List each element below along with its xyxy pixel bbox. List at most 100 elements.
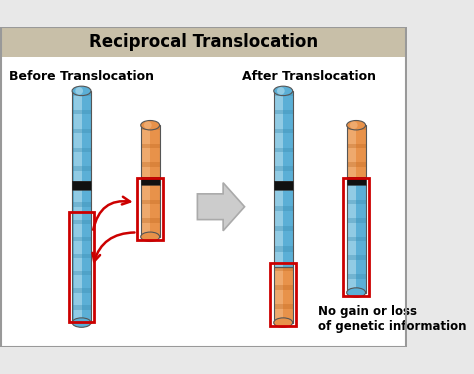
Bar (141, 125, 160, 181)
Bar (346, 237, 365, 242)
Bar (72, 220, 91, 224)
Bar (72, 181, 91, 190)
Bar (72, 185, 91, 190)
Bar (346, 200, 365, 204)
Bar (72, 91, 91, 185)
Bar (346, 177, 365, 185)
Ellipse shape (274, 318, 292, 327)
Bar (274, 181, 292, 190)
Bar (274, 91, 292, 96)
Bar (275, 267, 283, 323)
Bar (274, 267, 292, 323)
Bar (274, 267, 292, 323)
Text: After Translocation: After Translocation (242, 70, 376, 83)
Bar (72, 202, 91, 207)
Bar (275, 185, 283, 267)
Ellipse shape (274, 86, 292, 96)
Bar (274, 185, 292, 267)
Bar (72, 254, 91, 258)
Bar (72, 147, 91, 152)
Bar (141, 177, 160, 185)
Bar (346, 218, 365, 223)
Bar (72, 237, 91, 241)
Bar (346, 181, 365, 186)
Bar (274, 166, 292, 171)
FancyArrowPatch shape (92, 233, 135, 261)
Bar (141, 125, 160, 130)
Bar (274, 304, 292, 309)
Ellipse shape (75, 87, 83, 95)
Bar (274, 185, 292, 267)
Bar (72, 166, 91, 171)
Bar (274, 129, 292, 134)
Bar (346, 125, 365, 181)
Bar (141, 218, 160, 223)
Bar (141, 177, 160, 185)
Bar (346, 181, 365, 292)
Bar (274, 226, 292, 231)
Bar (72, 306, 91, 310)
Bar (270, 263, 296, 326)
Bar (346, 144, 365, 148)
Bar (343, 178, 369, 296)
Bar (69, 212, 94, 322)
Ellipse shape (144, 122, 152, 129)
Bar (72, 185, 91, 323)
Ellipse shape (346, 288, 365, 297)
Bar (274, 181, 292, 190)
Ellipse shape (350, 122, 358, 129)
Bar (2, 58, 405, 346)
Text: Before Translocation: Before Translocation (9, 70, 154, 83)
Bar (72, 129, 91, 134)
Bar (137, 178, 163, 240)
Bar (74, 91, 82, 185)
Bar (346, 181, 365, 292)
Bar (274, 147, 292, 152)
Ellipse shape (72, 86, 91, 96)
Bar (141, 125, 160, 181)
Bar (274, 267, 292, 272)
Bar (141, 144, 160, 148)
Bar (141, 181, 160, 237)
Text: Reciprocal Translocation: Reciprocal Translocation (89, 33, 318, 51)
Bar (72, 271, 91, 275)
Text: No gain or loss
of genetic information: No gain or loss of genetic information (318, 306, 466, 334)
Bar (274, 185, 292, 190)
Bar (274, 91, 292, 185)
Bar (143, 125, 150, 181)
Bar (346, 125, 365, 130)
Bar (346, 274, 365, 279)
Ellipse shape (72, 318, 91, 327)
Bar (348, 125, 356, 181)
Bar (274, 285, 292, 290)
Ellipse shape (277, 87, 285, 95)
Bar (346, 162, 365, 167)
Bar (74, 185, 82, 323)
Bar (274, 206, 292, 211)
Bar (141, 162, 160, 167)
Bar (346, 125, 365, 181)
Bar (274, 246, 292, 252)
Bar (72, 185, 91, 323)
Bar (141, 181, 160, 186)
Bar (275, 91, 283, 185)
Bar (346, 177, 365, 185)
Bar (72, 91, 91, 185)
Bar (141, 200, 160, 204)
Bar (72, 110, 91, 114)
Bar (274, 110, 292, 114)
Ellipse shape (141, 120, 160, 130)
Bar (0, 27, 407, 58)
Bar (346, 255, 365, 260)
FancyArrowPatch shape (93, 197, 130, 230)
Bar (274, 91, 292, 185)
Bar (72, 91, 91, 96)
Ellipse shape (346, 120, 365, 130)
Bar (348, 181, 356, 292)
Bar (72, 288, 91, 292)
Bar (141, 181, 160, 237)
Polygon shape (197, 183, 245, 231)
Bar (143, 181, 150, 237)
Bar (72, 181, 91, 190)
Ellipse shape (141, 232, 160, 242)
